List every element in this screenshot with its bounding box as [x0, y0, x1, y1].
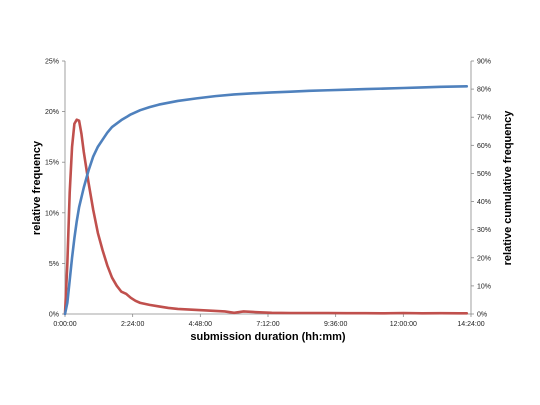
left-y-tick-label: 0% [49, 312, 59, 319]
right-y-tick-label: 60% [477, 143, 491, 150]
x-tick-label: 9:36:00 [324, 321, 347, 328]
right-y-tick-label: 20% [477, 255, 491, 262]
left-y-tick-label: 20% [45, 109, 59, 116]
right-y-tick-label: 0% [477, 312, 487, 319]
cumulative-frequency-line [63, 85, 469, 316]
x-tick-label: 4:48:00 [189, 321, 212, 328]
series-layer [63, 85, 469, 316]
left-y-tick-label: 25% [45, 59, 59, 66]
left-y-tick-label: 5% [49, 261, 59, 268]
x-tick-label: 14:24:00 [457, 321, 484, 328]
x-axis-title: submission duration (hh:mm) [190, 331, 346, 343]
right-y-tick-label: 40% [477, 199, 491, 206]
x-tick-label: 7:12:00 [256, 321, 279, 328]
right-y-tick-label: 90% [477, 59, 491, 66]
right-y-tick-label: 30% [477, 227, 491, 234]
right-y-tick-label: 50% [477, 171, 491, 178]
left-y-tick-label: 15% [45, 160, 59, 167]
x-axis-ticks: 0:00:00 2:24:00 4:48:00 7:12:00 9:36:00 12:00… [53, 314, 485, 328]
left-y-axis-ticks: 0% 5% 10% 15% 20% 25% [45, 59, 65, 319]
right-y-tick-label: 70% [477, 115, 491, 122]
x-tick-label: 2:24:00 [121, 321, 144, 328]
right-y-axis-title: relative cumulative frequency [502, 110, 514, 266]
relative-frequency-line [63, 118, 469, 316]
right-y-tick-label: 80% [477, 87, 491, 94]
x-tick-label: 0:00:00 [53, 321, 76, 328]
right-y-axis-ticks: 0% 10% 20% 30% 40% 50% 60% 70% 80% 90% [471, 59, 491, 319]
right-y-tick-label: 10% [477, 283, 491, 290]
x-tick-label: 12:00:00 [390, 321, 417, 328]
left-y-axis-title: relative frequency [31, 140, 43, 235]
left-y-tick-label: 10% [45, 210, 59, 217]
